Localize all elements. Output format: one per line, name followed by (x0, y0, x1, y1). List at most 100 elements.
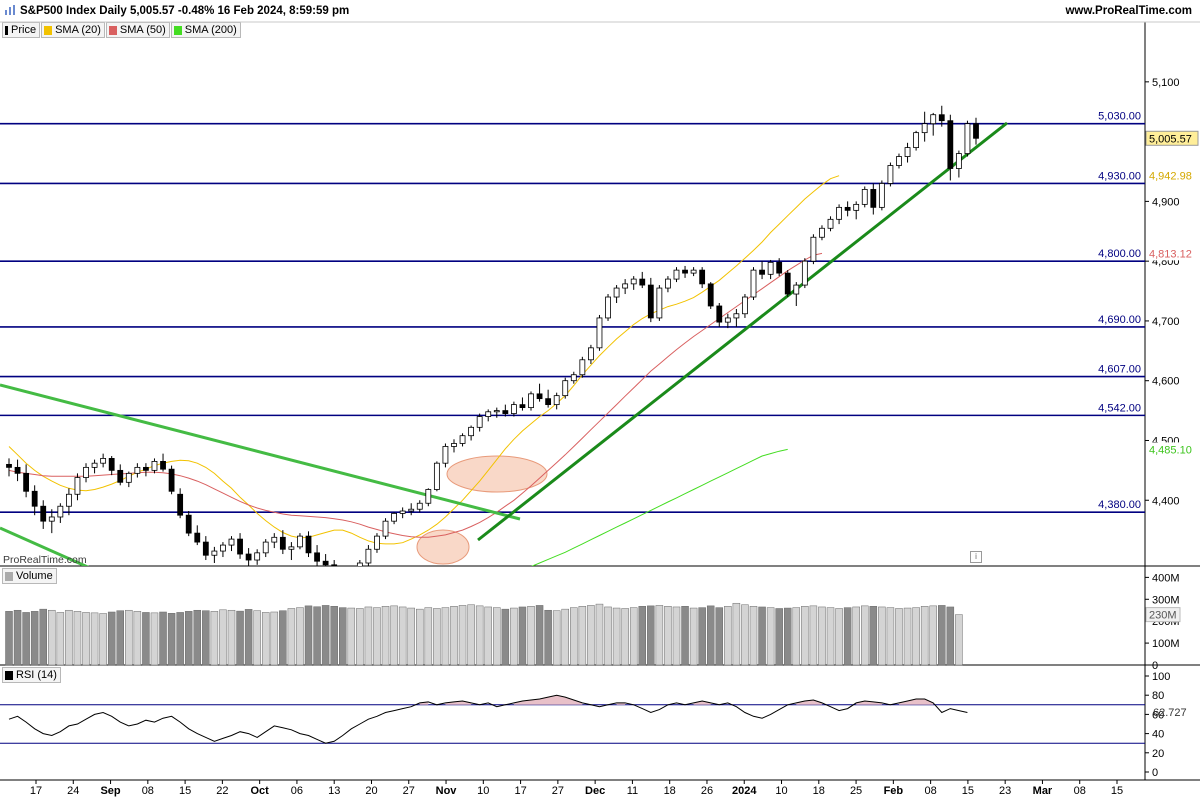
candle-body (305, 535, 312, 554)
candle-body (228, 538, 235, 546)
candle-body (31, 490, 38, 507)
volume-bar (527, 606, 535, 666)
volume-bar (253, 610, 261, 666)
candle-body (57, 505, 64, 518)
candle-body (211, 550, 218, 556)
candle-body (6, 463, 12, 468)
volume-bar (313, 606, 321, 666)
candle-body (699, 269, 706, 285)
sma20-swatch-icon (44, 25, 53, 35)
candle-body (108, 458, 115, 471)
x-tick-label: 18 (664, 785, 676, 797)
rsi-tick-label: 40 (1152, 729, 1164, 741)
x-tick-label: 27 (403, 785, 415, 797)
volume-bar (758, 606, 766, 666)
level-line-label: 5,030.00 (1098, 111, 1141, 123)
volume-bar (407, 607, 415, 666)
candle-body (485, 411, 492, 417)
x-tick-label: 08 (142, 785, 154, 797)
site-url[interactable]: www.ProRealTime.com (1065, 5, 1192, 17)
candle-body (690, 269, 697, 274)
candle-body (836, 206, 842, 220)
candle-body (502, 410, 509, 414)
rsi-tick-label: 20 (1152, 748, 1164, 760)
x-tick-label: 23 (999, 785, 1011, 797)
volume-bar (886, 607, 895, 666)
candle-body (143, 466, 149, 471)
candle-body (314, 552, 320, 562)
candle-body (819, 227, 825, 238)
volume-bar (878, 606, 886, 666)
candle-body (588, 347, 594, 361)
volume-bar (450, 606, 458, 666)
rsi-overbought-area (898, 699, 934, 705)
candle-body (536, 393, 543, 400)
candle-body (639, 278, 646, 286)
candle-body (66, 493, 72, 507)
volume-bar (184, 611, 193, 666)
candle-body (913, 132, 919, 148)
rsi-overbought-area (693, 700, 711, 705)
price-tag-bg (1146, 168, 1198, 183)
candle-body (647, 284, 654, 319)
volume-bar (287, 608, 296, 666)
candle-body (733, 313, 740, 319)
candle-body (433, 462, 440, 490)
candle-body (322, 560, 329, 566)
candle-body (237, 538, 243, 555)
volume-bar (955, 614, 963, 666)
volume-bar (356, 608, 364, 666)
volume-bar (715, 607, 724, 666)
volume-bar (681, 606, 689, 666)
volume-bar (244, 609, 253, 666)
volume-bar (604, 606, 612, 666)
volume-bar (90, 612, 99, 666)
volume-bar (809, 605, 818, 666)
candle-body (100, 458, 107, 464)
volume-last-bg (1145, 607, 1181, 623)
volume-bar (493, 607, 501, 666)
volume-bar (938, 605, 946, 666)
candle-body (553, 395, 560, 406)
volume-bar (664, 606, 672, 666)
volume-bar (390, 605, 398, 666)
price-tag-bg (1146, 246, 1198, 261)
volume-bar (107, 611, 116, 666)
price-tick-label: 5,100 (1152, 77, 1180, 89)
rsi-panel-tag[interactable]: RSI (14) (2, 667, 61, 683)
volume-bar (766, 607, 775, 666)
candle-body (519, 404, 526, 409)
candle-body (947, 120, 954, 169)
volume-bar (150, 612, 159, 666)
candle-body (476, 416, 483, 428)
price-tag-label: 4,485.10 (1149, 444, 1192, 456)
rsi-tick-label: 0 (1152, 767, 1158, 779)
volume-bar (13, 609, 22, 666)
rsi-swatch-icon (5, 670, 13, 680)
info-icon[interactable]: i (970, 551, 982, 563)
volume-bar (655, 605, 664, 666)
level-line-label: 4,690.00 (1098, 314, 1141, 326)
x-tick-label: 15 (1111, 785, 1123, 797)
candle-body (844, 206, 851, 211)
volume-bar (544, 609, 552, 666)
candle-body (451, 443, 457, 447)
volume-bar (903, 607, 912, 666)
candle-body (245, 553, 252, 561)
candle-body (83, 466, 89, 478)
volume-panel-tag[interactable]: Volume (2, 568, 57, 584)
volume-bar (347, 607, 356, 666)
volume-bar (381, 606, 390, 666)
candle-body (870, 189, 877, 208)
candle-body (673, 269, 680, 280)
candle-body (356, 562, 363, 566)
x-tick-label: 22 (216, 785, 228, 797)
candle-body (724, 317, 731, 323)
volume-bar (612, 607, 621, 666)
volume-bar (912, 607, 920, 666)
candle-body (382, 520, 389, 537)
sma-line (8, 175, 840, 545)
candle-body (48, 516, 55, 522)
volume-bar (5, 611, 13, 666)
